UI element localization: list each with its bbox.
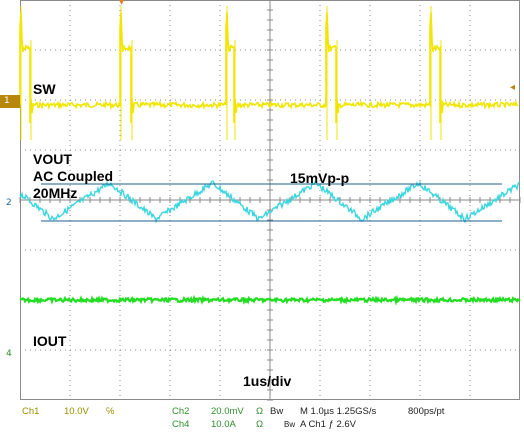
ch1-status-unit: ℅ [106, 406, 115, 417]
ch4-status-name: Ch4 [172, 419, 190, 430]
ac-coupled-label: AC Coupled [33, 168, 114, 184]
vout-label: VOUT [33, 151, 72, 167]
ch4-iout-trace [19, 294, 521, 306]
ch4-marker-label[interactable]: 4 [6, 349, 12, 359]
trigger-status: A Ch1 ƒ 2.6V [300, 419, 356, 430]
ch2-status-unit: Ω [256, 406, 264, 417]
ch1-marker-label: 1 [4, 96, 10, 106]
ch1-status-scale: 10.0V [64, 406, 89, 417]
trigger-position-icon[interactable]: ▾ [119, 0, 125, 8]
bw-mark-2: Bw [284, 420, 296, 429]
time-scale-status: M 1.0µs 1.25GS/s [300, 406, 377, 417]
trigger-level-icon[interactable]: ◂ [510, 82, 516, 93]
p2p-label: 15mVp-p [290, 170, 350, 186]
bandwidth-label: 20MHz [33, 185, 78, 201]
ch1-sw-trace [19, 11, 519, 124]
ch1-status-name: Ch1 [22, 406, 40, 417]
ch4-status-unit: Ω [256, 419, 264, 430]
iout-label: IOUT [33, 333, 67, 349]
sw-label: SW [33, 81, 56, 97]
sample-rate-status: 800ps/pt [408, 406, 445, 417]
ch2-status-scale: 20.0mV [211, 406, 244, 417]
graticule [19, 0, 521, 401]
ch2-marker-label[interactable]: 2 [6, 198, 12, 208]
ch1-ground-marker[interactable] [0, 95, 20, 108]
ch4-status-scale: 10.0A [211, 419, 236, 430]
ch2-status-name: Ch2 [172, 406, 190, 417]
timebase-label: 1us/div [243, 373, 292, 389]
bw-mark: Bw [270, 406, 284, 417]
